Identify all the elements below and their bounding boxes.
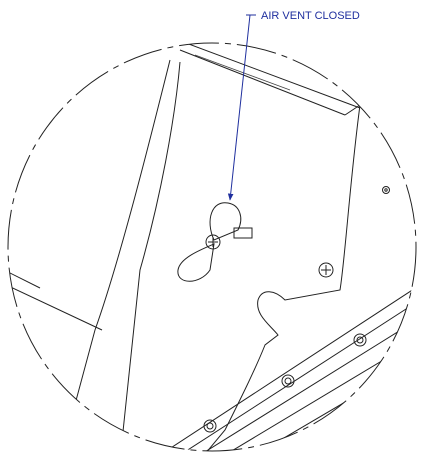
vent-tab [234,228,252,238]
panel-edge [0,268,40,288]
screw [354,334,366,346]
leader-arrow [230,15,250,200]
rail-line [160,285,420,455]
bracket-fold [120,62,180,455]
rail-line [180,300,420,455]
rail-line [255,358,420,455]
bracket-edge [60,60,170,455]
rail-line [200,318,420,455]
callout-label: AIR VENT CLOSED [261,10,360,22]
vent-blade [178,244,214,281]
detail-circle [8,43,416,451]
bracket-outline [200,105,360,455]
drawing-content [0,40,420,455]
rail-line [225,338,420,455]
panel-edge [180,50,345,115]
screw [319,263,333,277]
vent-blade [210,203,241,240]
detail-drawing: AIR VENT CLOSED [0,0,422,455]
hole [383,187,390,194]
panel-edge [0,282,102,330]
page: AIR VENT CLOSED (() => { const data = JS… [0,0,422,455]
panel-edge [178,40,360,108]
screw [206,235,220,249]
